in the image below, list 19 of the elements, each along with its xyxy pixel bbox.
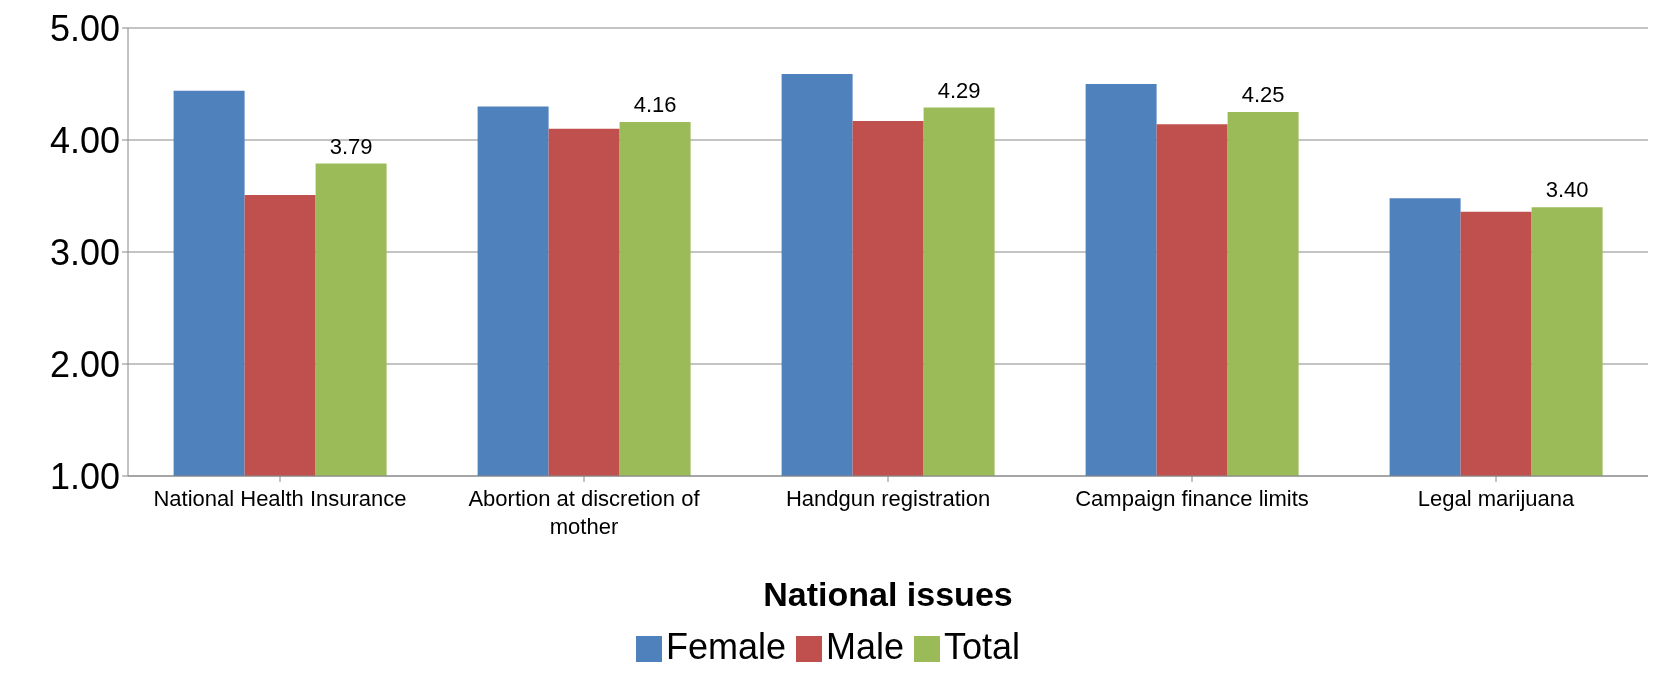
x-axis-title: National issues [763, 575, 1013, 613]
data-label: 3.40 [1545, 177, 1589, 203]
data-label: 3.79 [329, 133, 373, 159]
x-tick-label: Campaign finance limits [1075, 486, 1309, 511]
legend-label: Male [825, 626, 905, 667]
data-label: 4.25 [1241, 82, 1285, 107]
x-tick-label: National Health Insurance [153, 486, 407, 511]
y-tick-label: 5.00 [49, 7, 120, 49]
y-tick-label: 1.00 [49, 455, 120, 497]
x-tick-label: Legal marijuana [1417, 486, 1576, 511]
data-label: 4.29 [937, 77, 981, 103]
x-tick-label: Abortion at discretion of mother [468, 486, 701, 539]
y-tick-label: 4.00 [49, 119, 120, 161]
y-tick-label: 2.00 [49, 343, 120, 385]
y-tick-label: 3.00 [49, 231, 120, 273]
x-tick-label: Handgun registration [785, 486, 991, 511]
legend-label: Female [665, 626, 786, 667]
legend-label: Total [944, 626, 1021, 667]
data-label: 4.16 [633, 92, 677, 118]
